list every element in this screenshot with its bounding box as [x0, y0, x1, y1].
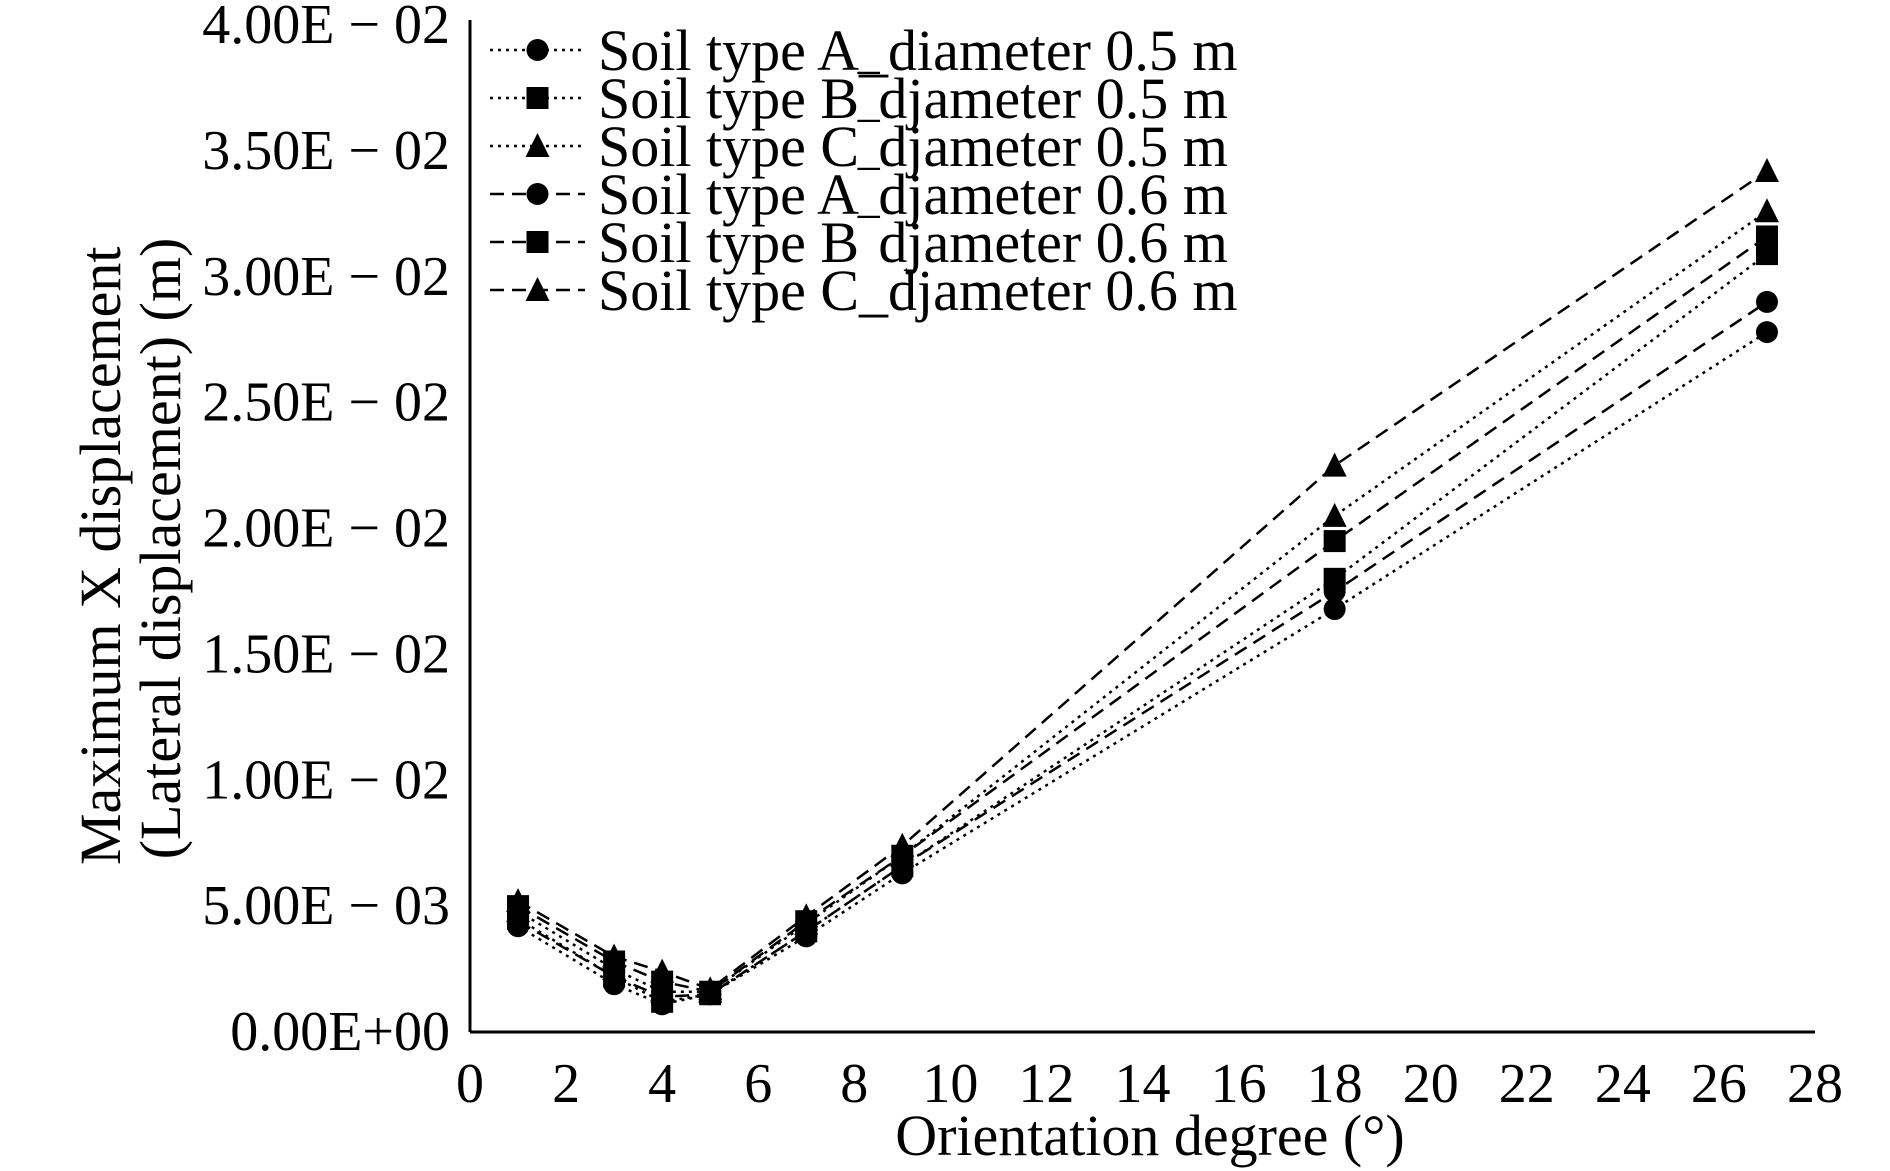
- y-tick-label: 5.00E − 03: [202, 875, 450, 937]
- legend-entry: Soil type A‾djameter 0.6 m: [490, 162, 1228, 227]
- legend-entry: Soil type A_diameter 0.5 m: [490, 18, 1238, 83]
- data-point: [1323, 598, 1346, 621]
- x-tick-label: 6: [744, 1053, 772, 1115]
- y-axis-title: Maximum X displacement (Lateral displace…: [68, 232, 193, 865]
- series-5: [507, 225, 1778, 1003]
- x-tick-label: 16: [1211, 1053, 1267, 1115]
- y-tick-label: 4.00E − 02: [202, 0, 450, 56]
- x-tick-label: 22: [1499, 1053, 1555, 1115]
- x-tick-label: 4: [648, 1053, 676, 1115]
- data-point: [506, 888, 531, 913]
- data-point: [1755, 290, 1778, 313]
- data-point: [1755, 225, 1778, 248]
- x-axis-title: Orientation degree (°): [895, 1103, 1405, 1168]
- x-tick-label: 12: [1018, 1053, 1074, 1115]
- x-tick-label: 14: [1115, 1053, 1171, 1115]
- series-6: [506, 158, 1779, 1001]
- y-tick-label: 0.00E+00: [230, 1001, 450, 1063]
- data-point: [794, 903, 819, 928]
- y-tick-label: 1.00E − 02: [202, 749, 450, 811]
- legend-label: Soil type B‾djameter 0.6 m: [598, 210, 1228, 275]
- x-tick-label: 0: [456, 1053, 484, 1115]
- data-point: [1322, 502, 1347, 527]
- x-tick-label: 10: [922, 1053, 978, 1115]
- x-tick-label: 8: [840, 1053, 868, 1115]
- data-point: [1754, 198, 1779, 223]
- legend-label: Soil type A_diameter 0.5 m: [598, 18, 1238, 83]
- legend-label: Soil type B‾djameter 0.5 m: [598, 66, 1228, 131]
- legend-marker: [526, 231, 549, 253]
- legend-marker: [526, 183, 549, 205]
- x-tick-label: 18: [1307, 1053, 1363, 1115]
- y-tick-label: 3.00E − 02: [202, 246, 450, 308]
- data-point: [1754, 158, 1779, 183]
- data-point: [1755, 321, 1778, 344]
- series-4: [507, 290, 1778, 1008]
- legend-label: Soil type C_djameter 0.6 m: [598, 258, 1238, 323]
- data-point: [650, 958, 675, 983]
- legend-marker: [526, 39, 549, 61]
- legend-entry: Soil type C_djameter 0.6 m: [490, 258, 1238, 323]
- y-axis-title-line-2: (Lateral displacement) (m): [128, 238, 193, 860]
- y-tick-label: 3.50E − 02: [202, 120, 450, 182]
- x-tick-label: 26: [1691, 1053, 1747, 1115]
- x-tick-label: 20: [1403, 1053, 1459, 1115]
- x-tick-label: 28: [1787, 1053, 1843, 1115]
- series-layer: [506, 158, 1779, 1016]
- axes: 0 2 4 6 8 10 12 14 16 18 20 22 24 26 280.00E+005.00E −…: [202, 0, 1843, 1115]
- data-point: [1322, 452, 1347, 477]
- legend-entry: Soil type B‾djameter 0.6 m: [490, 210, 1228, 275]
- legend-marker: [525, 277, 550, 301]
- data-point: [890, 832, 915, 857]
- legend-label: Soil type A‾djameter 0.6 m: [598, 162, 1228, 227]
- x-tick-label: 24: [1595, 1053, 1651, 1115]
- x-tick-label: 2: [552, 1053, 580, 1115]
- legend-label: Soil type C‾djameter 0.5 m: [598, 114, 1228, 179]
- y-tick-label: 2.50E − 02: [202, 372, 450, 434]
- y-axis-title-line-1: Maximum X displacement: [68, 246, 133, 865]
- legend-entry: Soil type C‾djameter 0.5 m: [490, 114, 1228, 179]
- series-2: [507, 243, 1778, 1013]
- data-point: [602, 943, 627, 968]
- data-point: [1323, 530, 1346, 553]
- series-line: [517, 253, 1768, 1004]
- data-point: [1755, 243, 1778, 266]
- legend-marker: [526, 87, 549, 109]
- series-line: [517, 169, 1768, 991]
- data-point: [698, 976, 723, 1001]
- series-line: [517, 300, 1768, 999]
- y-tick-label: 2.00E − 02: [202, 498, 450, 560]
- legend-entry: Soil type B‾djameter 0.5 m: [490, 66, 1228, 131]
- series-line: [517, 235, 1768, 994]
- data-point: [1323, 580, 1346, 603]
- y-tick-label: 1.50E − 02: [202, 623, 450, 685]
- series-line: [517, 210, 1768, 993]
- legend-marker: [525, 133, 550, 157]
